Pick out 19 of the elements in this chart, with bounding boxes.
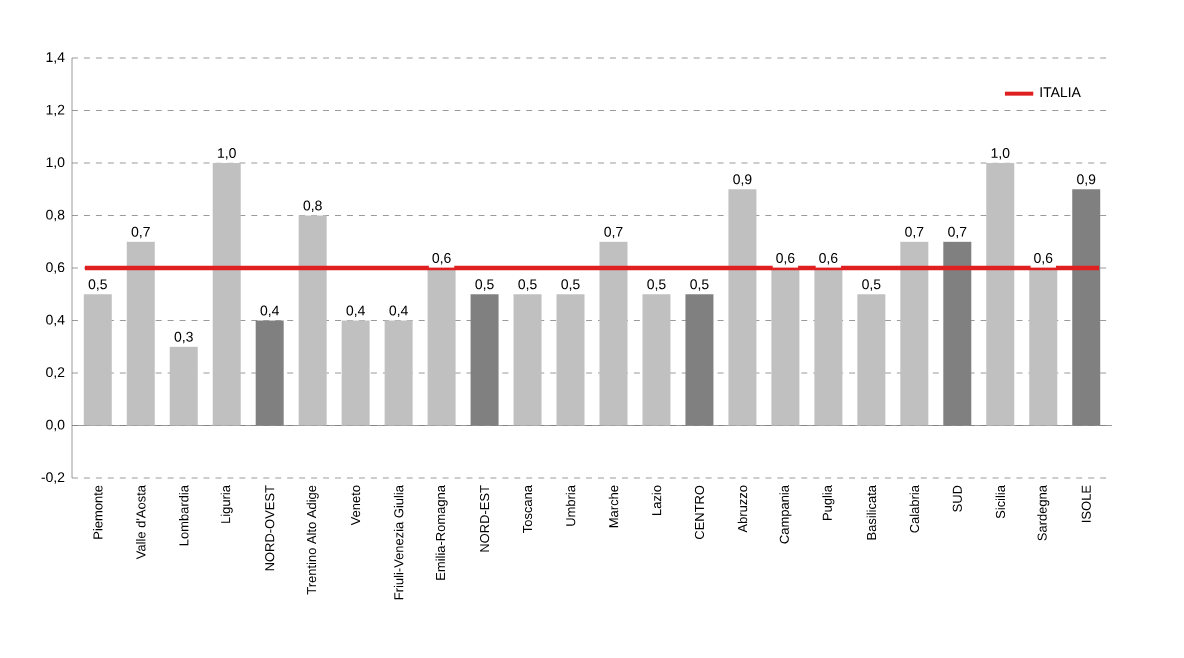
bar xyxy=(83,294,112,426)
bar xyxy=(126,241,155,426)
bar xyxy=(1029,268,1058,426)
bar xyxy=(642,294,671,426)
bar xyxy=(900,241,929,426)
bar xyxy=(169,346,198,426)
bar xyxy=(771,268,800,426)
bar xyxy=(728,189,757,426)
bar xyxy=(427,268,456,426)
bar xyxy=(599,241,628,426)
bar xyxy=(341,320,370,426)
bar xyxy=(556,294,585,426)
bar xyxy=(212,163,241,426)
bar xyxy=(857,294,886,426)
bar xyxy=(298,215,327,426)
bar xyxy=(814,268,843,426)
bar xyxy=(986,163,1015,426)
bar xyxy=(384,320,413,426)
bar xyxy=(513,294,542,426)
